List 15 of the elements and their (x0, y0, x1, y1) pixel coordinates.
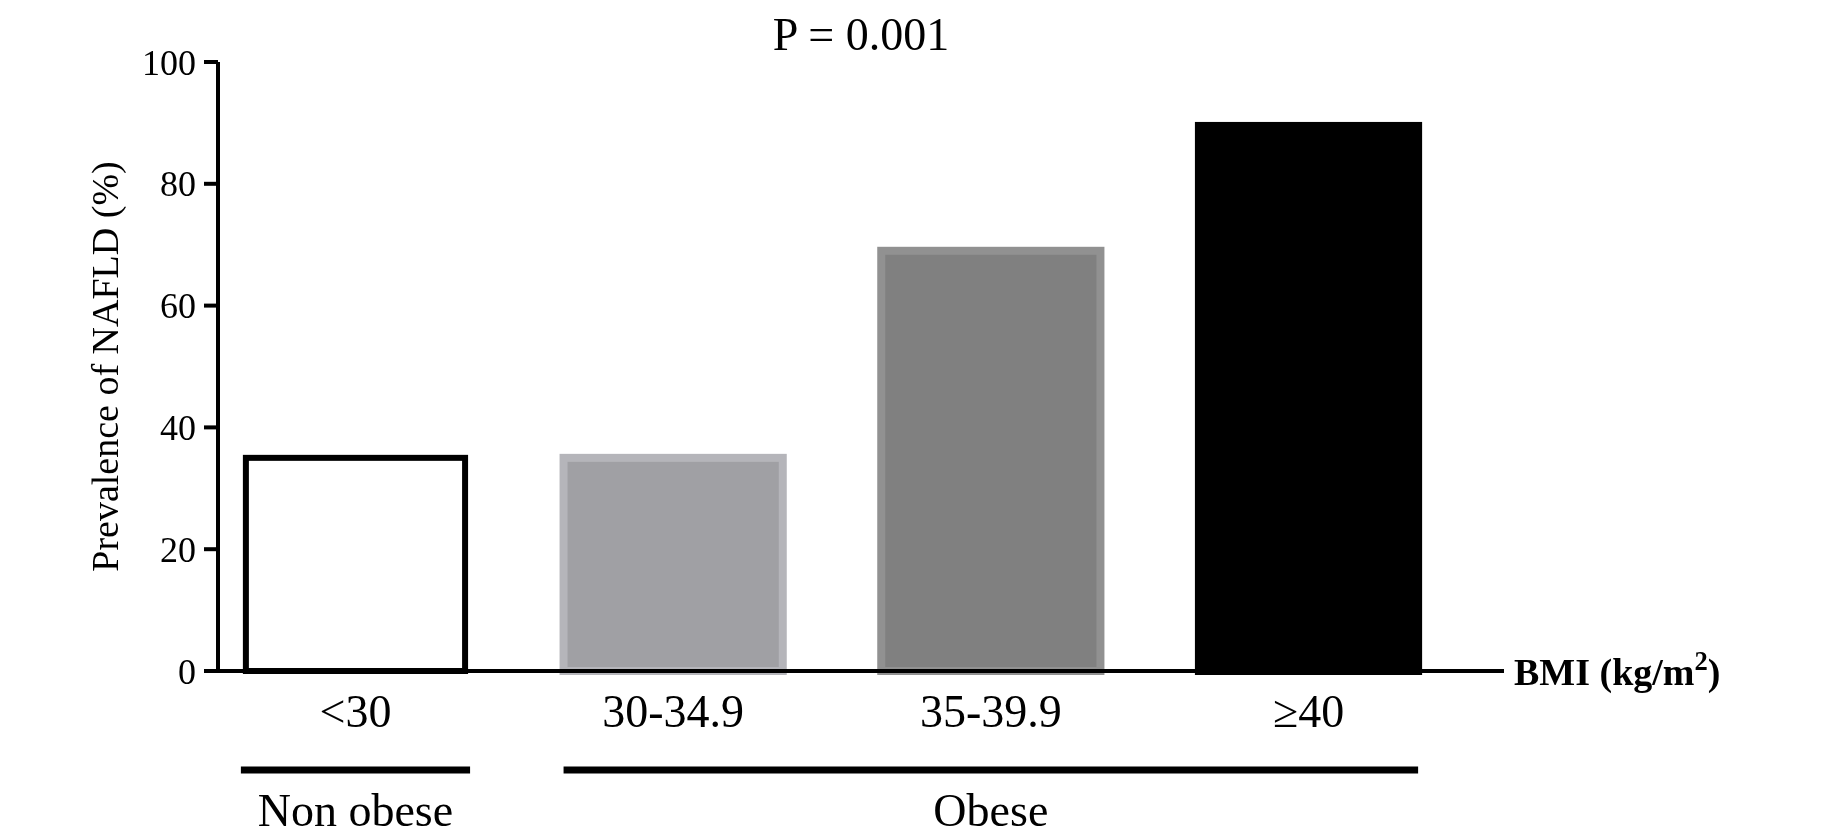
y-tick-label: 40 (160, 408, 196, 448)
x-axis-title: BMI (kg/m$^{2}$) (1514, 646, 1721, 694)
chart-title: P = 0.001 (772, 9, 950, 60)
x-tick-label: 30-34.9 (602, 686, 745, 737)
y-tick-label: 0 (178, 651, 196, 692)
x-tick-label: <30 (319, 686, 392, 737)
text: Obese (933, 785, 1049, 836)
y-axis-title: Prevalence of NAFLD (%) (84, 161, 127, 572)
x-tick-label: 35-39.9 (919, 686, 1062, 737)
x-tick-label: ≥40 (1272, 686, 1345, 737)
y-tick-label: 80 (160, 164, 196, 205)
y-tick-label: 100 (142, 42, 196, 83)
y-tick-label: 20 (160, 529, 196, 570)
y-tick-label: 60 (160, 286, 196, 327)
text: Non obese (257, 785, 454, 836)
